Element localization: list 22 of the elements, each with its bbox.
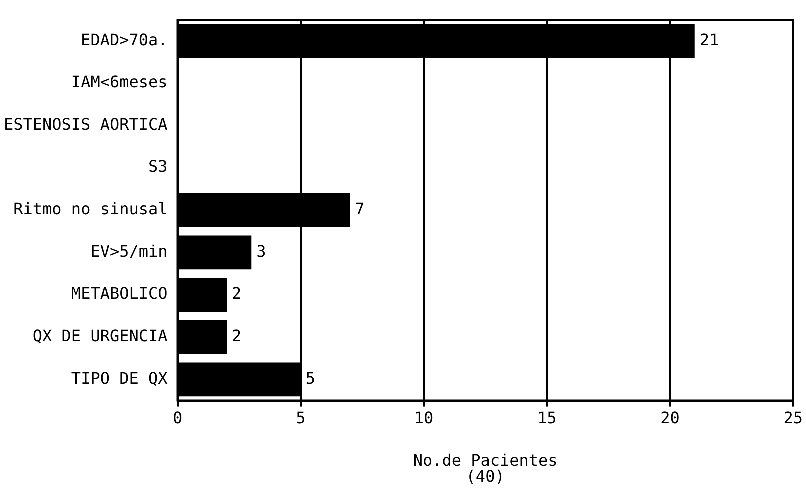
y-tick-label: EDAD>70a. [81, 30, 168, 50]
y-tick-label: S3 [148, 157, 168, 176]
y-tick-label: ESTENOSIS AORTICA [4, 114, 168, 134]
data-label: 5 [306, 368, 316, 388]
x-tick-label: 25 [784, 408, 803, 428]
data-label: 21 [700, 30, 720, 50]
x-tick-label: 0 [172, 408, 183, 428]
y-tick-label: METABOLICO [71, 284, 168, 304]
data-label: 2 [232, 326, 242, 346]
x-tick-label: 5 [296, 408, 306, 428]
y-tick-label: TIPO DE QX [71, 368, 168, 388]
y-tick-label: QX DE URGENCIA [32, 326, 168, 346]
data-label: 3 [256, 242, 266, 261]
x-axis-title: No.de Pacientes (40) [413, 451, 558, 486]
y-tick-label: Ritmo no sinusal [14, 200, 168, 219]
y-tick-label: EV>5/min [90, 242, 168, 261]
data-label: 2 [232, 284, 242, 304]
x-tick-label: 20 [660, 408, 680, 428]
data-label: 7 [355, 200, 365, 219]
x-tick-label: 10 [414, 408, 434, 428]
y-tick-label: IAM<6meses [71, 72, 168, 92]
x-tick-label: 15 [537, 408, 557, 428]
